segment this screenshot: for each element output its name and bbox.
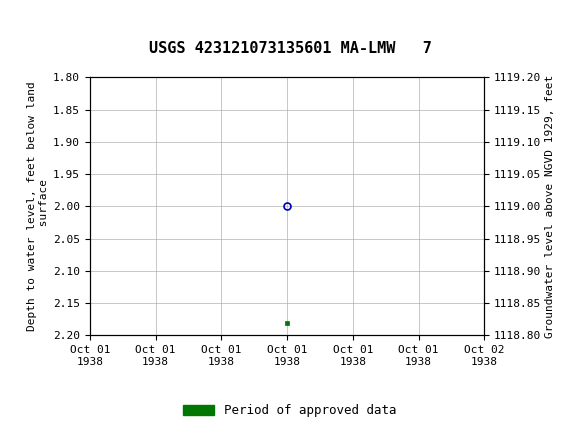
Y-axis label: Groundwater level above NGVD 1929, feet: Groundwater level above NGVD 1929, feet <box>545 75 556 338</box>
Text: USGS 423121073135601 MA-LMW   7: USGS 423121073135601 MA-LMW 7 <box>148 41 432 56</box>
Legend: Period of approved data: Period of approved data <box>178 399 402 422</box>
Y-axis label: Depth to water level, feet below land
 surface: Depth to water level, feet below land su… <box>27 82 49 331</box>
Text: ╳USGS: ╳USGS <box>14 8 81 29</box>
